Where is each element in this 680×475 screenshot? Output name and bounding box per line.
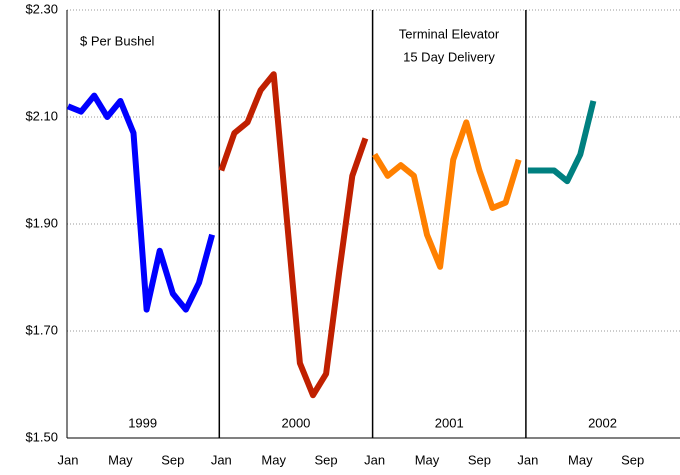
line <box>66 92 215 313</box>
y-tick-label: $1.50 <box>25 429 58 444</box>
x-tick-label: Sep <box>315 452 338 467</box>
y-tick-label: $1.70 <box>25 322 58 337</box>
series-label: 2001 <box>435 415 464 430</box>
x-tick-label: Jan <box>58 452 79 467</box>
x-tick-label: Sep <box>468 452 491 467</box>
x-tick-label: Jan <box>364 452 385 467</box>
y-tick-label: $1.90 <box>25 215 58 230</box>
x-tick-label: May <box>108 452 133 467</box>
line <box>527 100 597 185</box>
y-tick-label: $2.30 <box>25 1 58 16</box>
annotation: $ Per Bushel <box>80 33 155 48</box>
series-label: 2000 <box>281 415 310 430</box>
x-tick-label: Sep <box>161 452 184 467</box>
series-label: 1999 <box>128 415 157 430</box>
x-tick-label: May <box>261 452 286 467</box>
annotation: Terminal Elevator <box>399 26 500 41</box>
y-tick-label: $2.10 <box>25 108 58 123</box>
x-tick-label: May <box>415 452 440 467</box>
annotation: 15 Day Delivery <box>403 49 495 64</box>
x-tick-label: Jan <box>517 452 538 467</box>
series-label: 2002 <box>588 415 617 430</box>
x-tick-label: May <box>568 452 593 467</box>
line <box>218 71 369 399</box>
x-tick-label: Sep <box>621 452 644 467</box>
x-tick-label: Jan <box>211 452 232 467</box>
line <box>372 119 522 270</box>
